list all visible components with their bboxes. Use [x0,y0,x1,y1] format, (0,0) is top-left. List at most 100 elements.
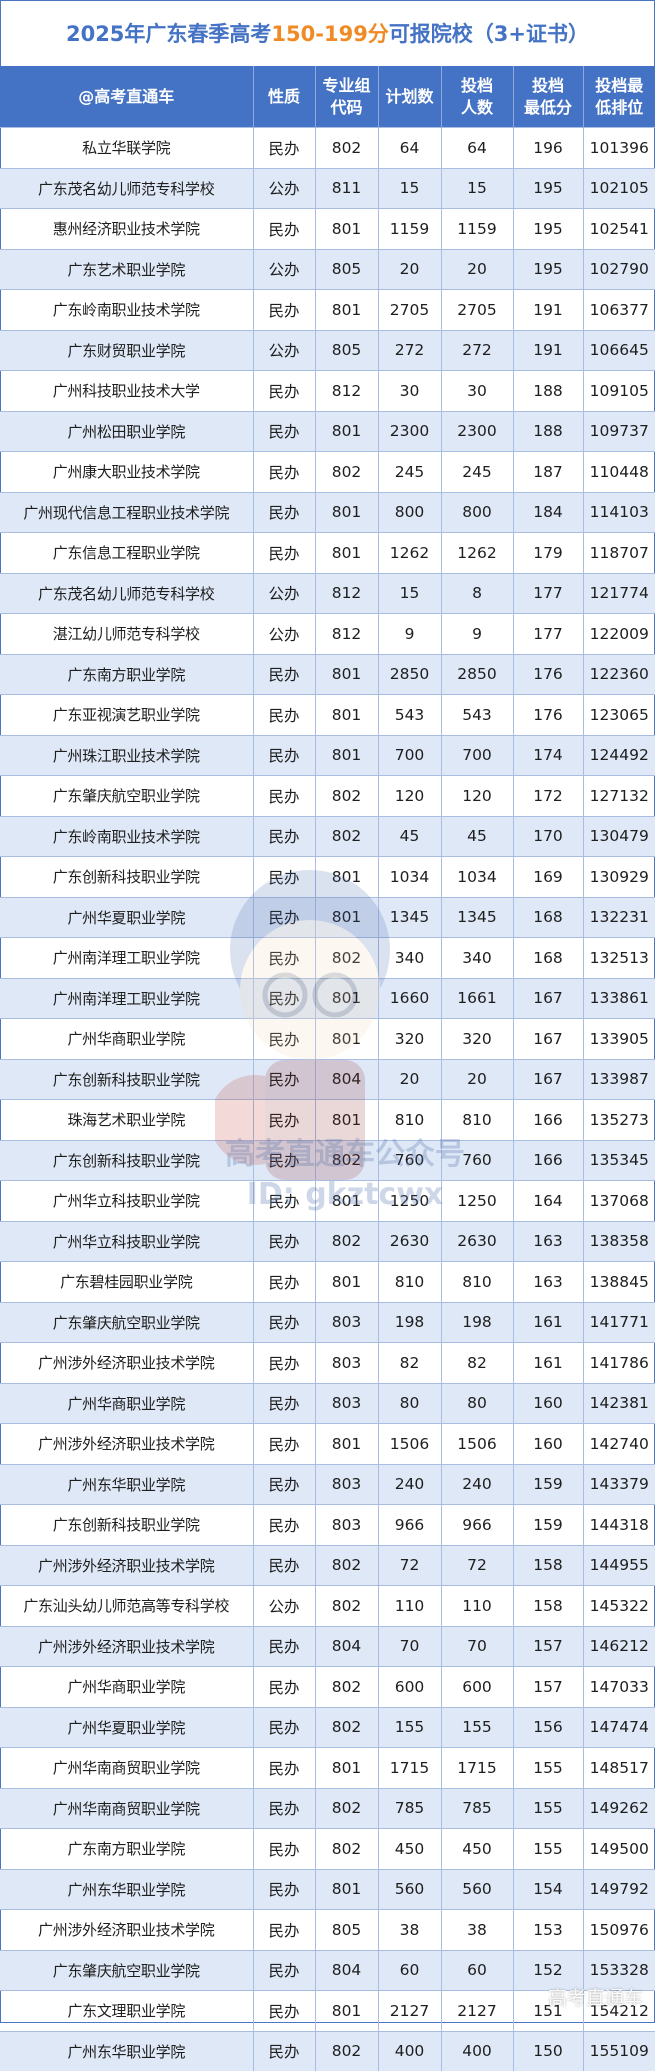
admitted-count: 785 [441,1788,513,1829]
group-code: 804 [315,1950,378,1991]
title-prefix: 2025年广东春季高考 [66,18,271,48]
school-type: 民办 [253,371,315,412]
plan-count: 810 [378,1262,441,1303]
school-type: 民办 [253,2031,315,2071]
admitted-count: 2300 [441,411,513,452]
min-score: 191 [513,330,583,371]
admitted-count: 560 [441,1869,513,1910]
min-rank: 146212 [583,1626,655,1667]
school-type: 民办 [253,209,315,250]
min-rank: 142740 [583,1424,655,1465]
min-rank: 153328 [583,1950,655,1991]
school-type: 民办 [253,290,315,331]
school-name: 广州珠江职业技术学院 [0,735,253,776]
school-name: 广东肇庆航空职业学院 [0,1302,253,1343]
plan-count: 30 [378,371,441,412]
min-rank: 138845 [583,1262,655,1303]
min-score: 157 [513,1667,583,1708]
admitted-count: 2705 [441,290,513,331]
group-code: 804 [315,1626,378,1667]
group-code: 802 [315,1788,378,1829]
school-type: 民办 [253,1343,315,1384]
header-school: @高考直通车 [0,66,253,128]
min-score: 188 [513,411,583,452]
plan-count: 20 [378,1059,441,1100]
school-name: 广州华南商贸职业学院 [0,1748,253,1789]
min-rank: 147474 [583,1707,655,1748]
min-score: 184 [513,492,583,533]
min-score: 163 [513,1262,583,1303]
min-score: 156 [513,1707,583,1748]
min-rank: 101396 [583,128,655,169]
min-score: 154 [513,1869,583,1910]
school-name: 广州南洋理工职业学院 [0,978,253,1019]
min-rank: 124492 [583,735,655,776]
school-name: 惠州经济职业技术学院 [0,209,253,250]
plan-count: 450 [378,1829,441,1870]
plan-count: 785 [378,1788,441,1829]
min-rank: 154212 [583,1991,655,2032]
school-type: 民办 [253,1869,315,1910]
header-min-rank: 投档最低排位 [583,66,655,128]
min-rank: 145322 [583,1586,655,1627]
min-rank: 114103 [583,492,655,533]
school-type: 民办 [253,1950,315,1991]
school-name: 广东肇庆航空职业学院 [0,1950,253,1991]
plan-count: 45 [378,816,441,857]
school-type: 民办 [253,1707,315,1748]
plan-count: 15 [378,168,441,209]
min-rank: 149262 [583,1788,655,1829]
group-code: 801 [315,857,378,898]
min-score: 151 [513,1991,583,2032]
min-score: 159 [513,1464,583,1505]
min-score: 167 [513,1059,583,1100]
group-code: 801 [315,1262,378,1303]
min-score: 160 [513,1424,583,1465]
school-name: 广州涉外经济职业技术学院 [0,1343,253,1384]
min-score: 153 [513,1910,583,1951]
group-code: 802 [315,938,378,979]
min-rank: 133861 [583,978,655,1019]
header-type: 性质 [253,66,315,128]
group-code: 801 [315,1424,378,1465]
min-rank: 149500 [583,1829,655,1870]
school-type: 民办 [253,1788,315,1829]
plan-count: 320 [378,1019,441,1060]
group-code: 802 [315,1829,378,1870]
group-code: 801 [315,1181,378,1222]
school-name: 广州华商职业学院 [0,1667,253,1708]
admitted-count: 1262 [441,533,513,574]
school-type: 民办 [253,1910,315,1951]
min-rank: 109737 [583,411,655,452]
school-name: 私立华联学院 [0,128,253,169]
school-name: 广东艺术职业学院 [0,249,253,290]
school-type: 民办 [253,533,315,574]
group-code: 802 [315,128,378,169]
admitted-count: 155 [441,1707,513,1748]
min-score: 167 [513,978,583,1019]
school-type: 民办 [253,492,315,533]
admitted-count: 600 [441,1667,513,1708]
school-name: 广州康大职业技术学院 [0,452,253,493]
min-score: 170 [513,816,583,857]
min-score: 168 [513,897,583,938]
min-score: 157 [513,1626,583,1667]
min-rank: 132231 [583,897,655,938]
admitted-count: 82 [441,1343,513,1384]
school-type: 民办 [253,1505,315,1546]
school-name: 广东岭南职业技术学院 [0,290,253,331]
